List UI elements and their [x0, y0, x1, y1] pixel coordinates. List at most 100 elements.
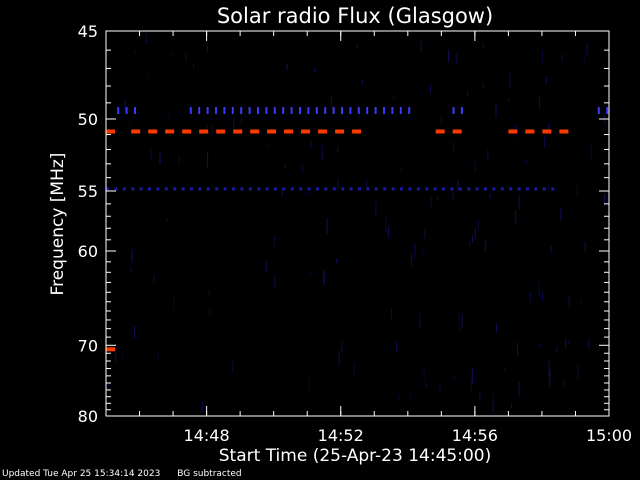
band-mark-54.8 — [366, 187, 370, 191]
noise-speck — [387, 226, 389, 235]
noise-speck — [206, 125, 208, 134]
band-mark-54.8 — [332, 187, 336, 191]
band-mark-54.8 — [248, 187, 252, 191]
band-mark-54.8 — [341, 187, 345, 191]
band-mark-54.8 — [232, 187, 235, 191]
noise-speck — [580, 299, 582, 305]
noise-speck — [108, 383, 109, 390]
noise-speck — [281, 188, 283, 198]
noise-speck — [539, 342, 541, 348]
band-mark-54.8 — [517, 187, 521, 191]
noise-speck — [391, 308, 393, 320]
band-mark-54.8 — [383, 187, 387, 191]
band-mark-50.8 — [216, 129, 226, 134]
noise-speck — [550, 245, 552, 253]
band-mark-54.8 — [274, 187, 277, 191]
noise-speck — [439, 385, 441, 395]
footer: Updated Tue Apr 25 15:34:14 2023 BG subt… — [2, 469, 256, 479]
noise-speck — [469, 241, 470, 247]
band-mark-49.5 — [307, 107, 310, 114]
noise-speck — [330, 96, 332, 108]
noise-speck — [457, 180, 459, 192]
chart-title: Solar radio Flux (Glasgow) — [217, 4, 493, 28]
noise-speck — [336, 258, 338, 263]
band-mark-54.8 — [198, 187, 202, 191]
noise-speck — [459, 327, 460, 334]
noise-speck — [525, 159, 527, 164]
band-mark-49.5 — [374, 107, 377, 114]
noise-speck — [560, 207, 562, 222]
band-mark-54.8 — [442, 187, 445, 191]
band-mark-54.8 — [223, 187, 227, 191]
noise-speck — [509, 72, 511, 88]
band-mark-54.8 — [139, 187, 143, 191]
band-mark-54.8 — [257, 187, 261, 191]
noise-speck — [430, 84, 431, 94]
band-mark-50.8 — [508, 129, 518, 134]
noise-speck — [471, 367, 473, 371]
band-mark-70.5 — [106, 347, 115, 352]
band-mark-54.8 — [131, 187, 135, 191]
x-tick-label: 14:52 — [318, 426, 364, 445]
noise-speck — [467, 91, 469, 96]
y-tick-label: 55 — [78, 182, 98, 201]
band-mark-50.8 — [352, 129, 362, 134]
noise-speck — [484, 239, 486, 252]
noise-speck — [337, 180, 339, 190]
y-tick-label: 60 — [78, 242, 98, 261]
band-mark-54.8 — [408, 187, 412, 191]
noise-speck — [173, 295, 175, 310]
noise-speck — [366, 179, 368, 189]
band-mark-54.8 — [475, 187, 479, 191]
band-mark-49.5 — [341, 107, 343, 114]
band-mark-54.8 — [416, 187, 420, 191]
noise-speck — [605, 116, 607, 128]
noise-speck — [530, 292, 531, 302]
noise-speck — [492, 399, 494, 412]
band-mark-50.8 — [148, 129, 158, 134]
plot-frame — [105, 30, 610, 417]
noise-speck — [233, 118, 235, 129]
noise-speck — [193, 62, 195, 69]
noise-speck — [396, 342, 398, 354]
noise-speck — [302, 165, 304, 173]
band-mark-54.8 — [509, 187, 513, 191]
noise-speck — [541, 49, 543, 63]
band-mark-50.8 — [542, 129, 552, 134]
noise-speck — [232, 359, 234, 374]
band-mark-49.5 — [597, 107, 600, 114]
noise-speck — [511, 404, 512, 409]
noise-speck — [548, 122, 550, 130]
noise-speck — [472, 236, 473, 243]
band-mark-54.8 — [190, 187, 193, 191]
band-mark-49.5 — [324, 107, 327, 114]
band-mark-50.8 — [250, 129, 260, 134]
noise-speck — [145, 33, 147, 45]
band-mark-54.8 — [391, 187, 395, 191]
noise-speck — [185, 53, 187, 62]
noise-speck — [584, 54, 586, 58]
noise-speck — [586, 42, 588, 56]
band-mark-54.8 — [164, 187, 168, 191]
noise-speck — [419, 313, 421, 328]
noise-speck — [266, 143, 268, 147]
band-mark-49.5 — [117, 107, 120, 114]
band-mark-49.5 — [349, 107, 352, 114]
noise-speck — [414, 243, 416, 259]
noise-speck — [130, 266, 132, 272]
noise-speck — [310, 141, 312, 149]
band-mark-50.8 — [335, 129, 345, 134]
band-mark-54.8 — [484, 187, 487, 191]
band-mark-54.8 — [425, 187, 429, 191]
band-mark-54.8 — [114, 187, 118, 191]
noise-speck — [453, 375, 455, 380]
band-mark-50.8 — [525, 129, 535, 134]
noise-speck — [568, 340, 570, 345]
band-mark-54.8 — [534, 187, 538, 191]
noise-speck — [588, 338, 590, 350]
band-mark-49.5 — [460, 107, 463, 114]
band-mark-49.5 — [290, 107, 293, 114]
noise-speck — [153, 274, 155, 283]
noise-speck — [338, 350, 340, 366]
noise-speck — [518, 194, 520, 209]
